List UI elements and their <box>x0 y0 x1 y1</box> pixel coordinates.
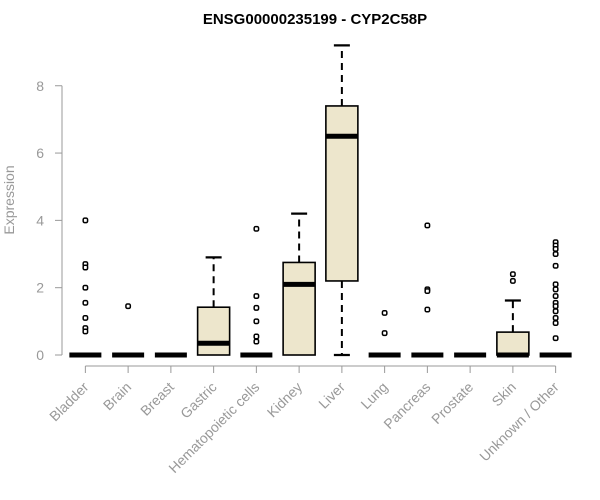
outlier-point <box>552 320 559 326</box>
outlier-point <box>552 262 559 269</box>
outlier-point <box>82 299 89 306</box>
outlier-point <box>552 308 559 315</box>
y-tick-label: 4 <box>36 212 44 228</box>
outlier-point <box>82 284 89 291</box>
outlier-point <box>509 271 516 278</box>
y-tick-label: 0 <box>36 347 44 363</box>
box-group <box>496 271 530 358</box>
box-series <box>69 44 572 358</box>
y-tick-label: 8 <box>36 78 44 94</box>
outlier-point <box>253 293 260 300</box>
outlier-point <box>552 246 559 252</box>
box-body <box>496 331 530 356</box>
x-tick-label: Brain <box>100 379 134 413</box>
x-tick-label: Liver <box>315 379 348 412</box>
box-group <box>282 212 316 356</box>
x-tick-label: Skin <box>488 379 519 410</box>
outlier-point <box>381 309 388 316</box>
x-tick-label: Unknown / Other <box>476 379 562 465</box>
outlier-point <box>424 306 431 313</box>
outlier-point <box>424 288 431 295</box>
x-tick-label: Prostate <box>428 379 476 427</box>
outlier-point <box>125 303 132 310</box>
y-axis-label: Expression <box>1 165 17 234</box>
outlier-point <box>253 225 260 232</box>
x-tick-label: Lung <box>357 379 390 412</box>
outlier-point <box>82 217 89 224</box>
box-group <box>325 44 359 357</box>
box-body <box>196 306 231 356</box>
box-group <box>112 303 145 358</box>
x-tick-label: Pancreas <box>380 379 433 432</box>
x-tick-label: Breast <box>137 379 177 419</box>
outlier-point <box>82 264 89 271</box>
outlier-point <box>82 328 89 335</box>
outlier-point <box>552 293 559 300</box>
outlier-point <box>552 286 559 293</box>
outlier-point <box>253 304 260 311</box>
outlier-point <box>552 303 559 310</box>
outlier-point <box>509 278 516 284</box>
box-group <box>196 256 231 356</box>
box-body <box>282 261 316 356</box>
outlier-point <box>253 318 260 325</box>
outlier-point <box>82 315 89 321</box>
outlier-point <box>381 330 388 337</box>
y-axis: 0 2 4 6 8 <box>36 78 63 363</box>
y-tick-label: 6 <box>36 145 44 161</box>
box-group <box>411 222 444 358</box>
chart-title: ENSG00000235199 - CYP2C58P <box>203 11 427 28</box>
outlier-point <box>253 338 260 345</box>
outlier-point <box>552 335 559 342</box>
x-tick-label: Bladder <box>46 379 92 425</box>
outlier-point <box>552 251 559 257</box>
outlier-point <box>552 281 559 288</box>
outlier-point <box>552 315 559 321</box>
x-tick-label: Kidney <box>264 379 306 421</box>
box-body <box>325 105 359 282</box>
outlier-point <box>424 222 431 229</box>
box-group <box>539 239 572 358</box>
y-tick-label: 2 <box>36 280 44 296</box>
box-group <box>69 217 102 358</box>
x-tick-label: Gastric <box>177 379 220 422</box>
outlier-point <box>253 333 260 340</box>
box-group <box>368 309 401 358</box>
box-group <box>240 225 273 358</box>
